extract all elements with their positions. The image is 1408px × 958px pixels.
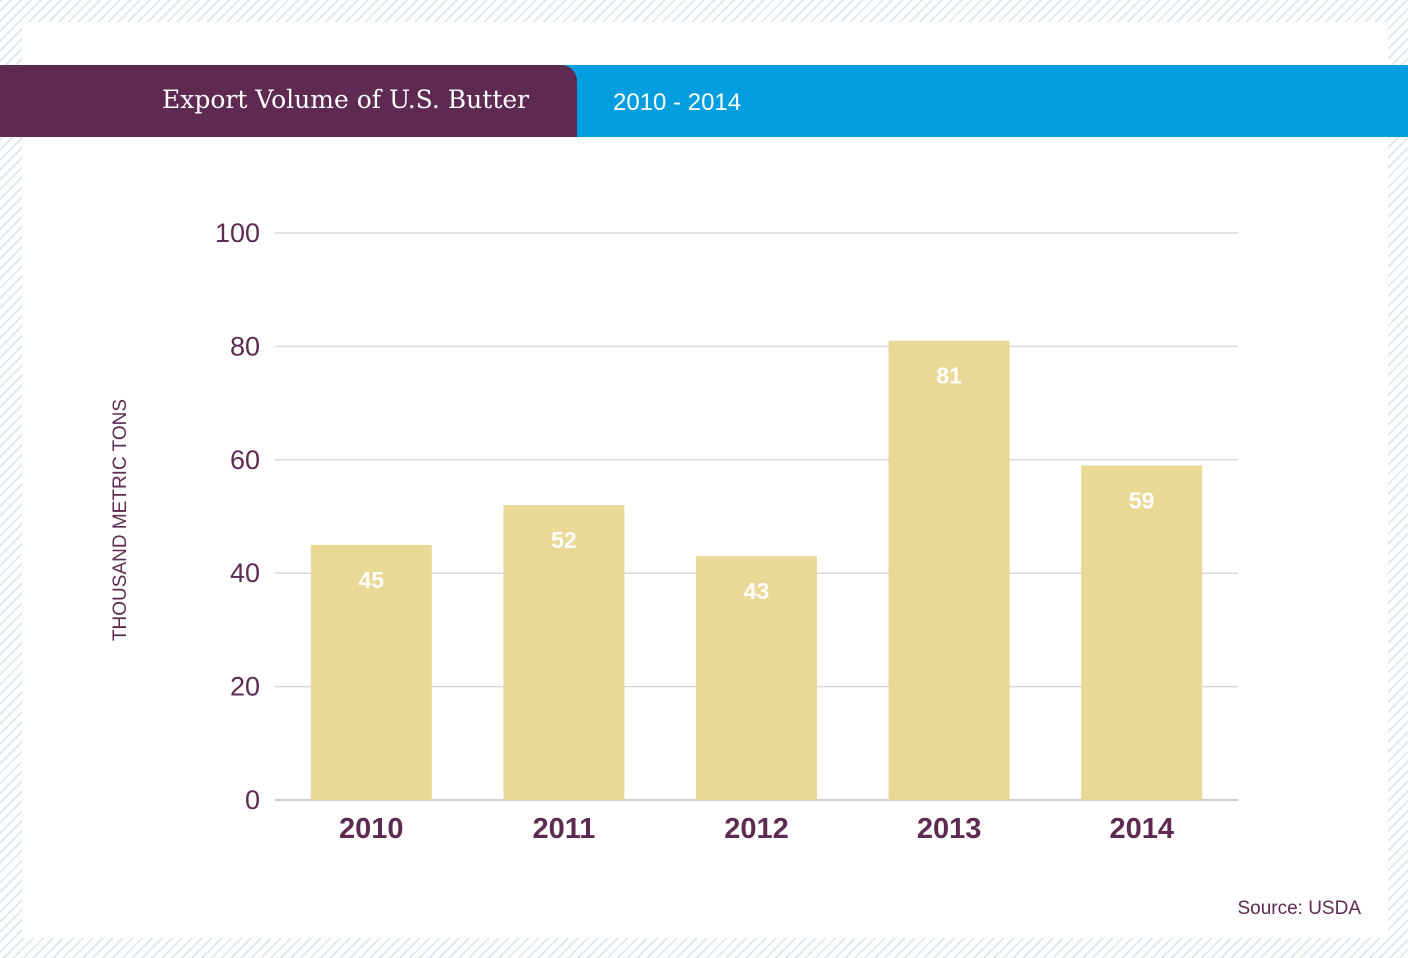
y-tick-label: 0 [245,785,260,815]
chart-title: Export Volume of U.S. Butter [162,85,530,114]
bar-2012 [696,556,817,800]
y-tick-label: 20 [230,672,260,702]
x-tick-label: 2010 [339,813,404,845]
bar-2013 [888,340,1010,800]
y-tick-label: 100 [215,218,260,248]
x-tick-label: 2013 [917,813,982,845]
chart-subtitle: 2010 - 2014 [613,89,742,116]
bar-value-labels: 45 52 43 81 59 [359,363,1155,604]
title-band: Export Volume of U.S. Butter [0,65,577,137]
y-tick-label: 80 [230,331,260,361]
x-tick-label: 2011 [532,813,595,845]
bar-value-label: 59 [1129,487,1155,513]
bars [310,340,1203,800]
bar-value-label: 45 [359,567,385,593]
y-tick-label: 60 [230,445,260,475]
x-tick-label: 2012 [724,813,789,845]
x-axis-ticks: 2010 2011 2012 2013 2014 [339,813,1174,845]
y-axis-ticks: 0 20 40 60 80 100 [215,218,260,815]
y-axis-title: THOUSAND METRIC TONS [110,399,131,641]
bar-2011 [503,505,625,800]
bar-value-label: 52 [551,527,577,553]
y-tick-label: 40 [230,558,260,588]
source-note: Source: USDA [1237,898,1361,919]
x-tick-label: 2014 [1109,813,1174,845]
bar-value-label: 81 [936,363,962,389]
bar-2010 [310,544,432,800]
header-banner: Export Volume of U.S. Butter 2010 - 2014 [0,65,1408,137]
bar-2014 [1081,465,1203,800]
bar-value-label: 43 [744,578,770,604]
